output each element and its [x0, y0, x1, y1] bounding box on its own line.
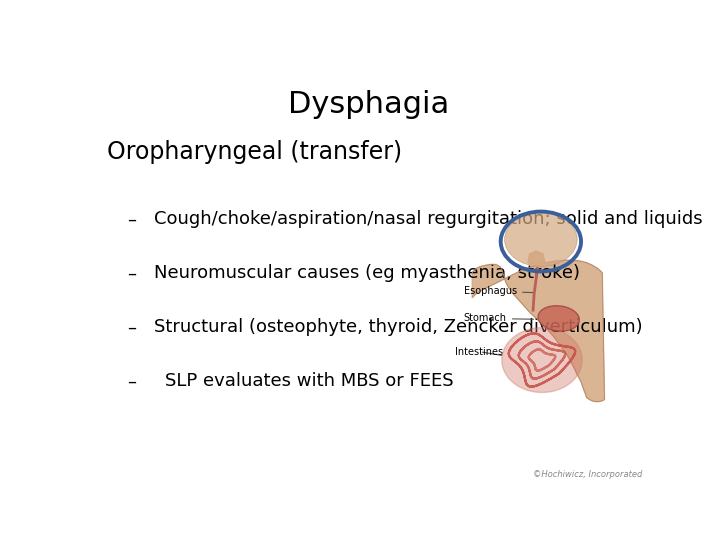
Text: ©Hochiwicz, Incorporated: ©Hochiwicz, Incorporated [533, 469, 642, 478]
Text: Intestines: Intestines [456, 347, 503, 357]
Text: –: – [127, 373, 136, 390]
Text: –: – [127, 265, 136, 282]
Text: Stomach: Stomach [464, 313, 534, 323]
Polygon shape [502, 328, 582, 393]
Text: Dysphagia: Dysphagia [289, 90, 449, 119]
Ellipse shape [538, 306, 580, 331]
Text: Oropharyngeal (transfer): Oropharyngeal (transfer) [107, 140, 402, 164]
Text: Structural (osteophyte, thyroid, Zencker diverticulum): Structural (osteophyte, thyroid, Zencker… [154, 319, 643, 336]
Text: –: – [127, 319, 136, 336]
Polygon shape [528, 251, 545, 265]
Circle shape [505, 212, 577, 266]
Text: –: – [127, 210, 136, 228]
Text: Esophagus: Esophagus [464, 286, 534, 296]
Text: Cough/choke/aspiration/nasal regurgitation; solid and liquids: Cough/choke/aspiration/nasal regurgitati… [154, 210, 703, 228]
Text: SLP evaluates with MBS or FEES: SLP evaluates with MBS or FEES [166, 373, 454, 390]
Polygon shape [472, 260, 605, 402]
Text: Neuromuscular causes (eg myasthenia, stroke): Neuromuscular causes (eg myasthenia, str… [154, 265, 580, 282]
